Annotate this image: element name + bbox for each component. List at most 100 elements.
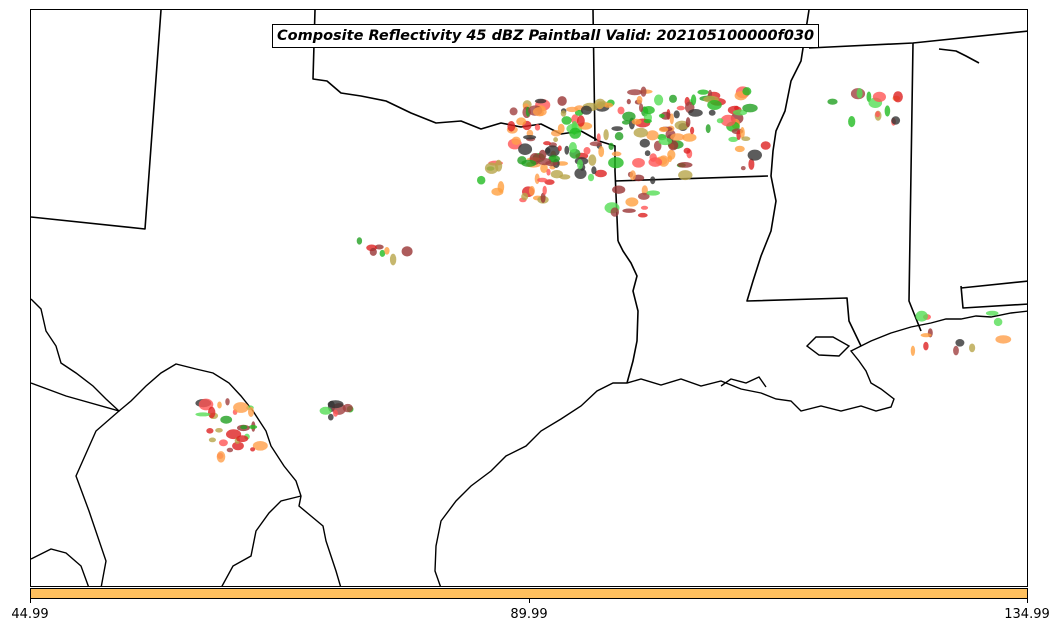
- storm-cell: [401, 246, 413, 257]
- storm-cell: [622, 111, 636, 122]
- storm-cell: [678, 170, 693, 181]
- storm-cell: [747, 149, 762, 161]
- storm-cell: [614, 132, 624, 141]
- storm-cell: [716, 118, 724, 124]
- coastline: [31, 298, 1027, 586]
- storm-cell: [594, 98, 606, 109]
- storm-cell: [546, 168, 551, 176]
- storm-cell: [484, 162, 499, 174]
- storm-cell: [557, 96, 567, 106]
- storm-cell: [748, 158, 755, 170]
- storm-cell: [955, 339, 965, 347]
- lake: [938, 48, 980, 64]
- storm-cell: [644, 150, 651, 157]
- storm-cell: [646, 190, 660, 196]
- storm-cell: [643, 106, 655, 115]
- storm-cell: [920, 333, 932, 338]
- storm-cell: [627, 89, 643, 96]
- storm-cell: [557, 145, 562, 152]
- storm-cell: [248, 406, 254, 417]
- tn-border: [808, 30, 1027, 49]
- storm-cell: [658, 113, 665, 118]
- storm-cell: [540, 163, 548, 173]
- storm-cell: [511, 136, 521, 145]
- storm-cell: [569, 127, 582, 139]
- storm-cell: [740, 127, 745, 139]
- storm-cell: [633, 127, 648, 138]
- storm-cell: [640, 86, 647, 97]
- storm-cell: [240, 425, 248, 430]
- storm-cell: [643, 119, 652, 124]
- storm-cell: [636, 95, 643, 104]
- storm-cell: [760, 141, 771, 150]
- storm-cell: [891, 116, 901, 125]
- storm-cell: [577, 159, 583, 170]
- storm-cell: [884, 105, 891, 117]
- storm-cell: [538, 149, 547, 161]
- storm-cell: [617, 106, 625, 115]
- mexico-state-line-3: [31, 548, 90, 586]
- storm-cell: [611, 151, 622, 157]
- ga-border: [960, 280, 1027, 289]
- storm-cell: [707, 100, 722, 110]
- storm-cell: [327, 400, 344, 409]
- storm-cell: [736, 129, 741, 141]
- storm-cell: [685, 117, 691, 128]
- storm-cell: [632, 158, 645, 168]
- storm-cell: [542, 185, 547, 195]
- storm-cell: [626, 98, 631, 105]
- colorbar-tick-label-left: 44.99: [11, 607, 49, 622]
- storm-cell: [658, 137, 672, 146]
- storm-cell: [333, 409, 338, 417]
- al-fl-border: [960, 285, 1027, 309]
- storm-cell: [557, 123, 565, 134]
- storm-cell: [594, 169, 607, 178]
- ms-al-border: [908, 42, 922, 332]
- storm-cell: [875, 111, 880, 118]
- reflectivity-paintball: [195, 86, 1012, 463]
- storm-cell: [208, 406, 216, 419]
- storm-cell: [670, 133, 685, 141]
- storm-cell: [250, 447, 256, 452]
- storm-cell: [537, 177, 548, 183]
- storm-cell: [233, 402, 249, 413]
- storm-cell: [566, 106, 579, 113]
- storm-cell: [384, 247, 390, 255]
- storm-cell: [742, 87, 752, 96]
- storm-cell: [654, 94, 664, 106]
- storm-cell: [603, 102, 614, 108]
- storm-cell: [560, 110, 567, 117]
- storm-cell: [507, 121, 516, 132]
- storm-cell: [923, 341, 929, 351]
- storm-cell: [629, 170, 636, 181]
- storm-cell: [518, 143, 533, 155]
- storm-cell: [985, 310, 999, 316]
- storm-cell: [690, 126, 695, 135]
- storm-cell: [827, 98, 838, 105]
- storm-cell: [611, 126, 623, 131]
- storm-cell: [598, 146, 605, 158]
- storm-cell: [587, 173, 595, 182]
- colorbar-tick-mark-left: [30, 599, 31, 603]
- storm-cell: [528, 185, 535, 196]
- storm-cell: [910, 345, 916, 356]
- storm-cell: [580, 105, 592, 115]
- storm-cell: [342, 403, 353, 413]
- storm-cell: [521, 159, 537, 167]
- storm-cell: [495, 159, 503, 172]
- storm-cell: [993, 317, 1003, 327]
- storm-cell: [226, 447, 234, 453]
- storm-cell: [545, 147, 551, 154]
- storm-cell: [561, 116, 572, 125]
- map-title: Composite Reflectivity 45 dBZ Paintball …: [272, 24, 820, 48]
- storm-cell: [226, 429, 242, 440]
- storm-cell: [509, 107, 518, 116]
- storm-cell: [697, 89, 709, 95]
- storm-cell: [543, 141, 551, 146]
- storm-cell: [610, 207, 619, 217]
- colorbar-tick-mark-mid: [529, 599, 530, 603]
- storm-cell: [660, 111, 672, 120]
- storm-cell: [646, 130, 659, 141]
- storm-cell: [215, 428, 223, 433]
- storm-cell: [208, 437, 216, 443]
